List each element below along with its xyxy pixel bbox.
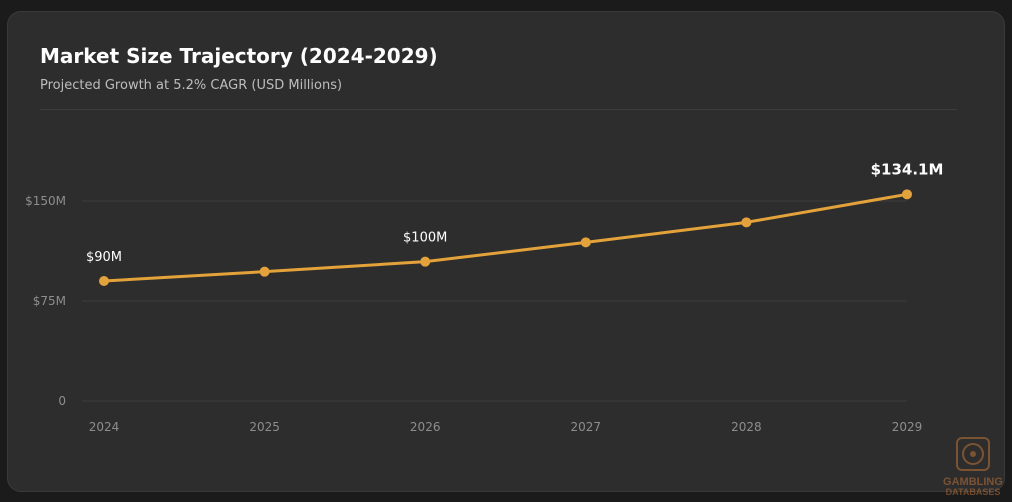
x-tick-label: 2027 [571,420,602,434]
data-point [902,189,912,200]
data-point [99,276,109,286]
chart-subtitle: Projected Growth at 5.2% CAGR (USD Milli… [40,78,343,93]
data-point [259,266,270,277]
x-tick-label: 2025 [249,420,280,434]
roulette-icon [956,437,990,471]
data-label: $134.1M [871,160,944,178]
y-tick-label: $150M [25,194,66,208]
chart-title: Market Size Trajectory (2024-2029) [40,44,438,68]
data-label: $100M [403,231,447,246]
data-point [741,217,752,228]
x-tick-label: 2029 [892,420,923,434]
watermark-text-line1: GAMBLING [943,476,1003,488]
watermark-text-line2: DATABASES [945,487,1001,497]
header-divider [40,109,957,110]
series-line [102,192,909,283]
y-tick-label: 0 [58,394,66,408]
x-tick-label: 2026 [410,420,441,434]
watermark-logo: GAMBLING DATABASES [940,436,1006,498]
data-label: $90M [86,250,122,265]
y-tick-label: $75M [33,294,66,308]
x-tick-label: 2028 [731,420,762,434]
x-tick-label: 2024 [89,420,120,434]
data-point [580,237,591,248]
data-point [420,256,431,267]
